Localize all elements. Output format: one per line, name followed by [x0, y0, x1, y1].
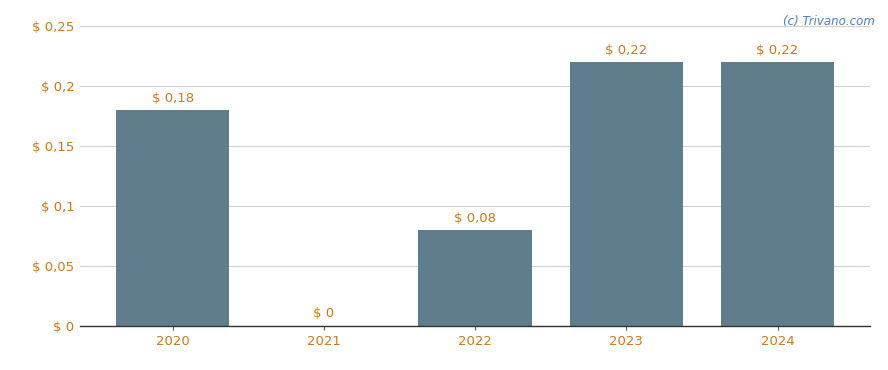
- Text: $ 0,08: $ 0,08: [454, 212, 496, 225]
- Bar: [721, 62, 835, 326]
- Text: (c) Trivano.com: (c) Trivano.com: [783, 15, 875, 28]
- Bar: [569, 62, 683, 326]
- Text: $ 0,22: $ 0,22: [757, 44, 798, 57]
- Text: $ 0,18: $ 0,18: [152, 92, 194, 105]
- Bar: [115, 110, 229, 326]
- Text: $ 0: $ 0: [313, 307, 335, 320]
- Text: $ 0,22: $ 0,22: [606, 44, 647, 57]
- Bar: [418, 230, 532, 326]
